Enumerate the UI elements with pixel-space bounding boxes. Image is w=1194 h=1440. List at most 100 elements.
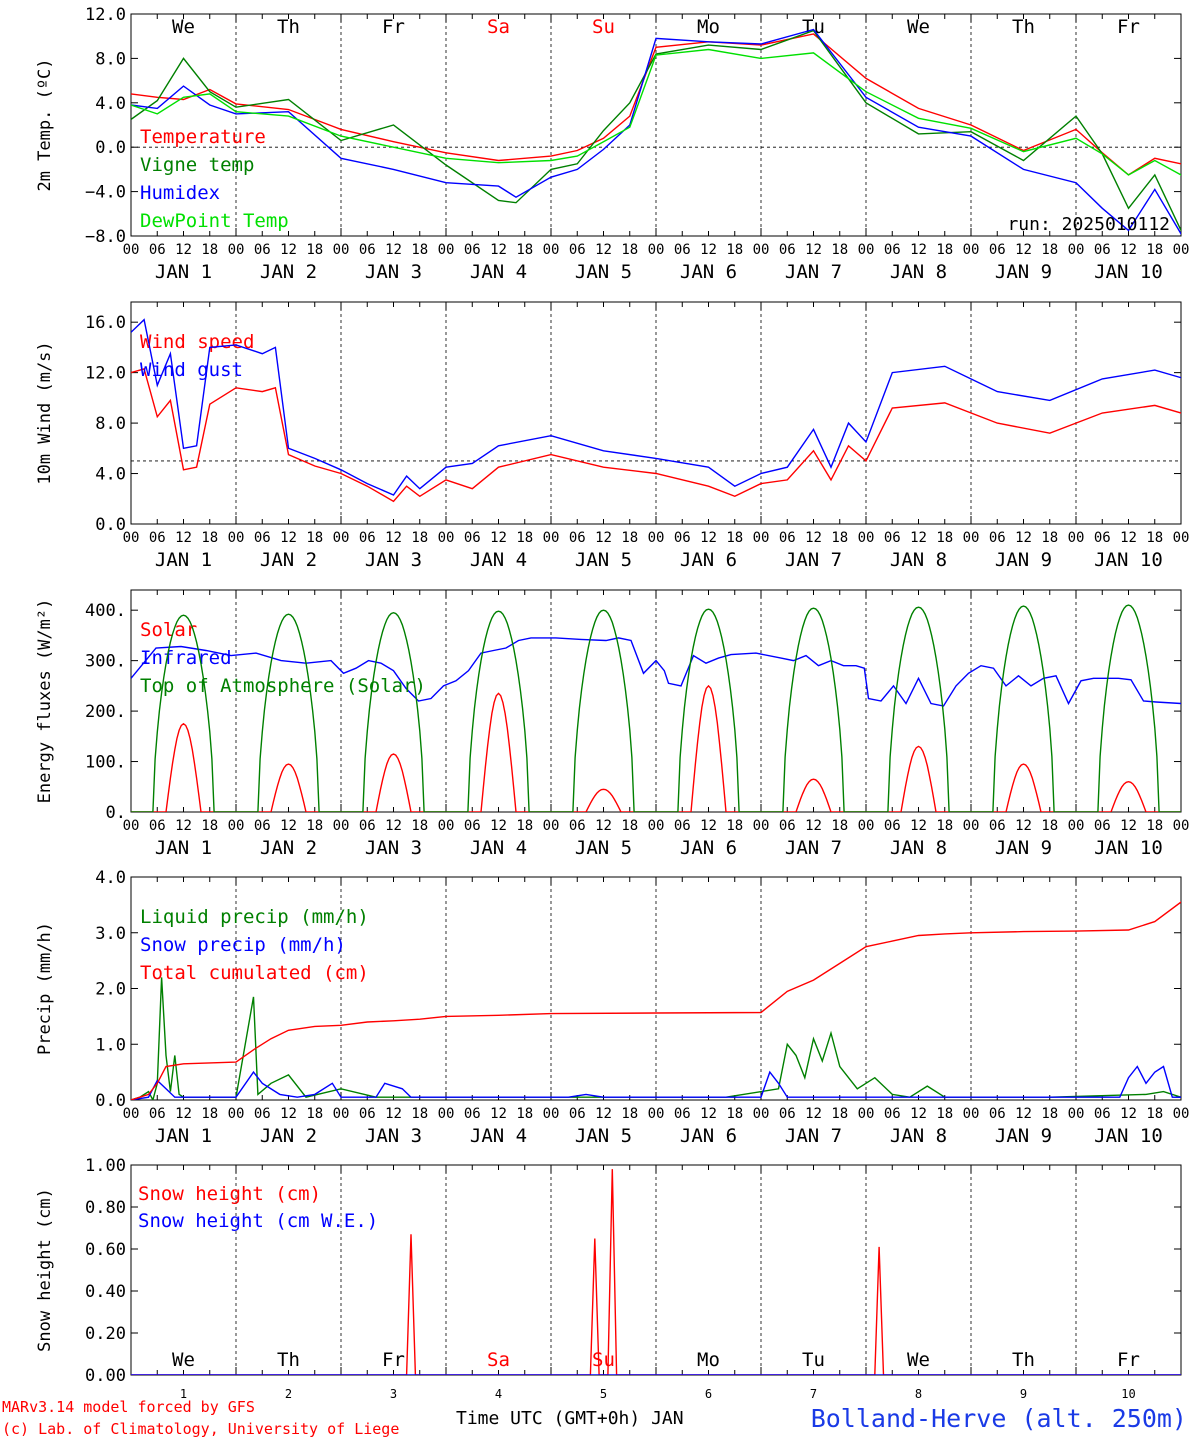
date-label: JAN 7	[785, 837, 842, 859]
hour-tick-label: 18	[1146, 242, 1163, 258]
date-label: JAN 5	[575, 1125, 632, 1147]
day-number-label: 3	[390, 1387, 397, 1401]
hour-tick-label: 18	[201, 818, 218, 834]
legend-entry: Humidex	[140, 182, 220, 204]
hour-tick-label: 12	[385, 530, 402, 546]
date-label: JAN 1	[155, 837, 212, 859]
hour-tick-label: 12	[595, 530, 612, 546]
weekday-label: We	[172, 1349, 195, 1371]
hour-tick-label: 18	[306, 242, 323, 258]
date-label: JAN 7	[785, 261, 842, 283]
hour-tick-label: 00	[228, 1106, 245, 1122]
weekday-label: Mo	[697, 1349, 720, 1371]
hour-tick-label: 06	[464, 1106, 481, 1122]
hour-tick-label: 18	[516, 242, 533, 258]
hour-tick-label: 06	[149, 530, 166, 546]
panel-3: 400. 300. 200. 100. 0. Energy fluxes (W/m²) 00…	[35, 589, 1189, 859]
hour-tick-label: 12	[490, 530, 507, 546]
hour-tick-label: 00	[753, 242, 770, 258]
hour-tick-label: 18	[831, 818, 848, 834]
hour-tick-label: 18	[411, 530, 428, 546]
hour-tick-label: 06	[254, 818, 271, 834]
hour-tick-label: 06	[149, 818, 166, 834]
series-line-liquid-precip-mm-h-	[131, 977, 1181, 1100]
y-tick-label: 8.0	[95, 49, 126, 69]
hour-tick-label: 06	[254, 1106, 271, 1122]
date-label: JAN 10	[1094, 549, 1163, 571]
hour-tick-label: 18	[936, 242, 953, 258]
hour-tick-label: 18	[516, 530, 533, 546]
weekday-label: Sa	[487, 1349, 510, 1371]
hour-tick-label: 00	[333, 1106, 350, 1122]
hour-tick-label: 18	[936, 818, 953, 834]
legend-entry: Snow height (cm)	[138, 1183, 321, 1205]
hour-tick-label: 12	[910, 530, 927, 546]
date-label: JAN 5	[575, 837, 632, 859]
hour-tick-label: 00	[753, 1106, 770, 1122]
date-label: JAN 1	[155, 261, 212, 283]
hour-tick-label: 12	[280, 818, 297, 834]
panel-5: 1.00 0.80 0.60 0.40 0.20 0.00 Snow height (cm)…	[35, 1156, 1182, 1401]
hour-tick-label: 18	[1041, 530, 1058, 546]
day-number-label: 10	[1121, 1387, 1135, 1401]
hour-tick-label: 00	[228, 818, 245, 834]
date-label: JAN 6	[680, 261, 737, 283]
weekday-label: Sa	[487, 16, 510, 38]
panel-2: 16.0 12.0 8.0 4.0 0.0 10m Wind (m/s) 00 06 12 18 0…	[35, 301, 1190, 571]
hour-tick-label: 00	[1068, 530, 1085, 546]
hour-tick-label: 18	[1146, 818, 1163, 834]
hour-tick-label: 18	[936, 1106, 953, 1122]
hour-tick-label: 18	[1041, 818, 1058, 834]
weekday-label: Th	[277, 16, 300, 38]
hour-tick-label: 06	[674, 1106, 691, 1122]
hour-tick-label: 00	[1173, 530, 1190, 546]
hour-tick-label: 06	[674, 818, 691, 834]
weekday-label: Fr	[382, 1349, 405, 1371]
hour-tick-label: 00	[648, 1106, 665, 1122]
weekday-label: Su	[592, 16, 615, 38]
hour-tick-label: 00	[1068, 818, 1085, 834]
copyright-text: (c) Lab. of Climatology, University of L…	[2, 1420, 399, 1438]
hour-tick-label: 18	[516, 818, 533, 834]
hour-tick-label: 06	[569, 530, 586, 546]
hour-tick-label: 00	[1068, 1106, 1085, 1122]
hour-tick-label: 06	[1094, 530, 1111, 546]
hour-tick-label: 12	[910, 1106, 927, 1122]
hour-tick-label: 18	[726, 1106, 743, 1122]
hour-tick-label: 18	[831, 1106, 848, 1122]
y-tick-label: 0.40	[85, 1282, 126, 1302]
y-tick-label: 12.0	[85, 5, 126, 25]
date-label: JAN 10	[1094, 837, 1163, 859]
y-tick-label: 200.	[85, 702, 126, 722]
hour-tick-label: 00	[438, 242, 455, 258]
hour-tick-label: 00	[333, 242, 350, 258]
hour-tick-label: 06	[989, 818, 1006, 834]
day-number-label: 9	[1020, 1387, 1027, 1401]
y-tick-label: 0.0	[95, 138, 126, 158]
hour-tick-label: 00	[123, 242, 140, 258]
y-tick-label: 0.0	[95, 515, 126, 535]
hour-tick-label: 06	[674, 242, 691, 258]
date-label: JAN 3	[365, 549, 422, 571]
date-label: JAN 3	[365, 1125, 422, 1147]
station-label: Bolland-Herve (alt. 250m)	[811, 1404, 1187, 1433]
hour-tick-label: 06	[149, 242, 166, 258]
hour-tick-label: 06	[884, 1106, 901, 1122]
weekday-label: Fr	[1117, 16, 1140, 38]
hour-tick-label: 12	[175, 242, 192, 258]
hour-tick-label: 06	[464, 242, 481, 258]
y-axis-label: 10m Wind (m/s)	[35, 341, 55, 484]
y-axis-label: Energy fluxes (W/m²)	[35, 599, 55, 804]
y-tick-label: 300.	[85, 652, 126, 672]
day-number-label: 6	[705, 1387, 712, 1401]
hour-tick-label: 00	[963, 1106, 980, 1122]
legend-entry: Snow height (cm W.E.)	[138, 1210, 378, 1232]
hour-tick-label: 18	[306, 1106, 323, 1122]
series-line-solar	[131, 684, 1181, 812]
date-label: JAN 1	[155, 549, 212, 571]
date-label: JAN 9	[995, 1125, 1052, 1147]
hour-tick-label: 18	[1041, 242, 1058, 258]
hour-tick-label: 06	[1094, 242, 1111, 258]
legend-entry: Infrared	[140, 647, 232, 669]
weekday-label: Th	[1012, 16, 1035, 38]
